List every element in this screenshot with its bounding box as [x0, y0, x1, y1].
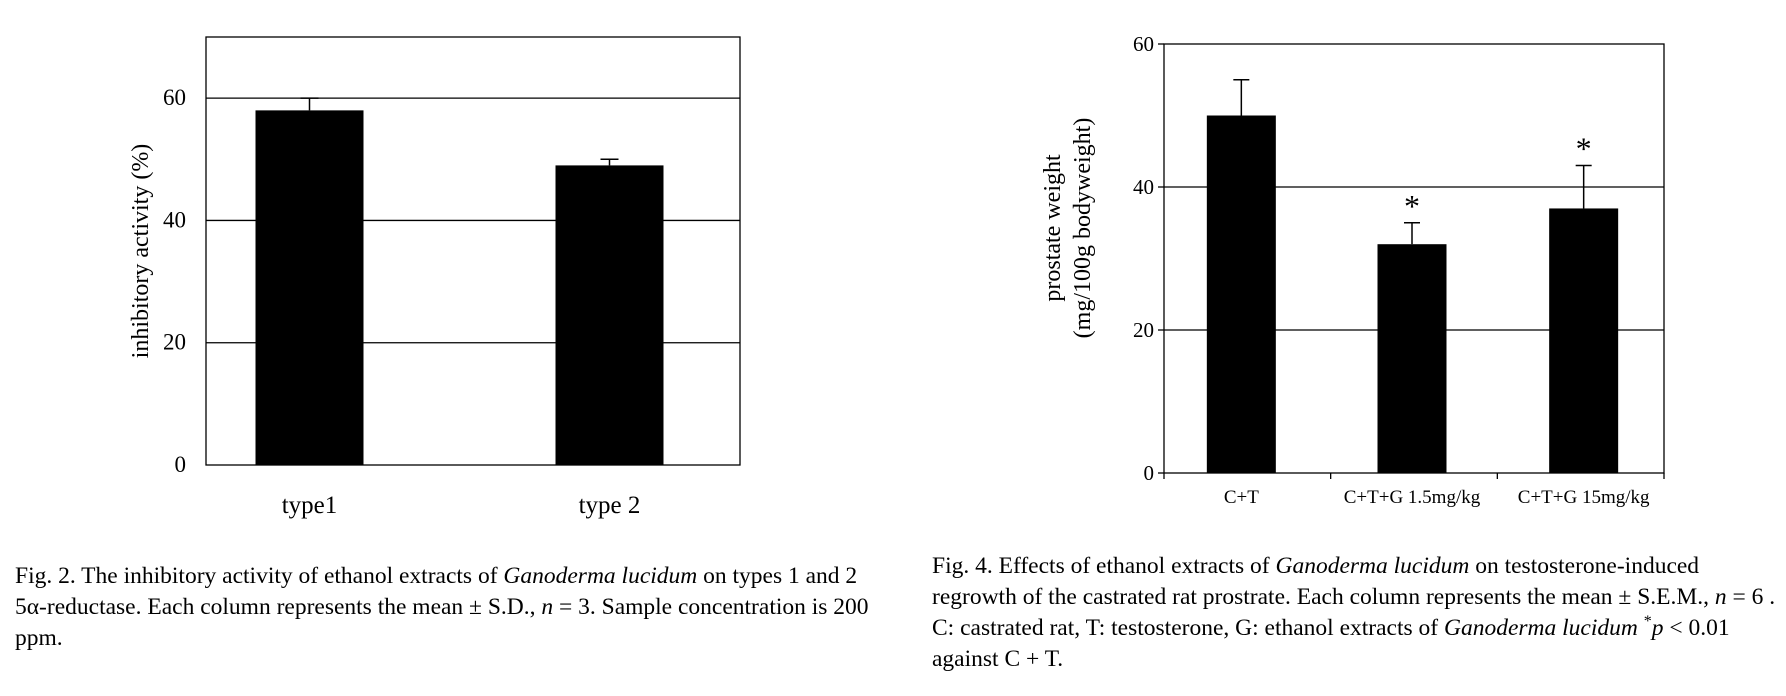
y-tick-label: 0 — [1144, 461, 1155, 485]
x-tick-label: C+T — [1224, 487, 1259, 508]
fig4-x-tick-marks — [1163, 473, 1665, 479]
fig4-caption-species-2: Ganoderma lucidum — [1443, 615, 1638, 641]
figure-4-caption: Fig. 4. Effects of ethanol extracts of G… — [932, 551, 1777, 675]
x-tick-label: type 2 — [579, 492, 641, 519]
bar — [255, 110, 364, 465]
fig4-caption-text-2: on testosterone-induced regrowth of the … — [932, 553, 1715, 610]
fig4-y-axis-label-line2: (mg/100g bodyweight) — [1070, 118, 1096, 339]
fig4-y-axis-label-line1: prostate weight — [1040, 154, 1066, 302]
fig2-x-tick-labels: type1 type 2 — [282, 492, 641, 519]
fig4-significance-marks: ** — [1404, 131, 1592, 224]
y-tick-label: 20 — [163, 330, 186, 355]
x-tick-label: C+T+G 1.5mg/kg — [1344, 487, 1481, 508]
fig2-caption-text-3: = 3. Sample concentration is 200 ppm. — [15, 594, 869, 651]
y-tick-label: 60 — [163, 85, 186, 110]
fig4-error-bars — [1233, 79, 1592, 245]
fig4-caption-species: Ganoderma lucidum — [1275, 553, 1470, 579]
significance-asterisk: * — [1404, 188, 1420, 224]
fig2-caption-species: Ganoderma lucidum — [503, 563, 698, 589]
fig4-caption-asterisk: * — [1643, 613, 1652, 631]
y-tick-label: 20 — [1133, 318, 1154, 342]
fig4-caption-text-1: Fig. 4. Effects of ethanol extracts of — [932, 553, 1276, 579]
y-tick-label: 60 — [1133, 32, 1154, 56]
bar — [1377, 244, 1447, 473]
fig4-x-tick-labels: C+T C+T+G 1.5mg/kg C+T+G 15mg/kg — [1224, 487, 1650, 508]
fig2-caption-text-2: on types 1 and 2 5α-reductase. Each colu… — [15, 563, 858, 620]
bar — [1549, 208, 1619, 473]
x-tick-label: C+T+G 15mg/kg — [1518, 487, 1650, 508]
fig2-y-tick-labels: 0 20 40 60 — [163, 85, 186, 477]
y-tick-label: 40 — [1133, 175, 1154, 199]
bar — [555, 165, 664, 465]
fig4-bars — [1206, 115, 1619, 473]
fig2-caption-text-1: Fig. 2. The inhibitory activity of ethan… — [15, 563, 504, 589]
fig2-caption-n: n — [541, 594, 554, 620]
fig4-caption-text-3: = 6 . C: castrated rat, T: testosterone,… — [932, 584, 1776, 641]
fig2-y-axis-label: inhibitory activity (%) — [128, 144, 154, 359]
fig4-caption-p: p — [1651, 615, 1664, 641]
significance-asterisk: * — [1576, 131, 1592, 167]
figure-2-chart: 0 20 40 60 type1 type 2 inhibitory activity … — [128, 36, 741, 519]
fig4-y-tick-labels: 0 20 40 60 — [1133, 32, 1154, 485]
fig4-caption-n: n — [1714, 584, 1727, 610]
y-tick-label: 40 — [163, 207, 186, 232]
fig2-error-bars — [300, 97, 619, 166]
fig2-plot-frame — [205, 36, 741, 466]
x-tick-label: type1 — [282, 492, 338, 519]
y-tick-label: 0 — [175, 452, 187, 477]
fig2-bars — [255, 110, 664, 465]
bar — [1206, 115, 1276, 473]
fig4-caption-text-5: < 0.01 against C + T. — [932, 615, 1730, 672]
figure-2-caption: Fig. 2. The inhibitory activity of ethan… — [15, 561, 875, 654]
